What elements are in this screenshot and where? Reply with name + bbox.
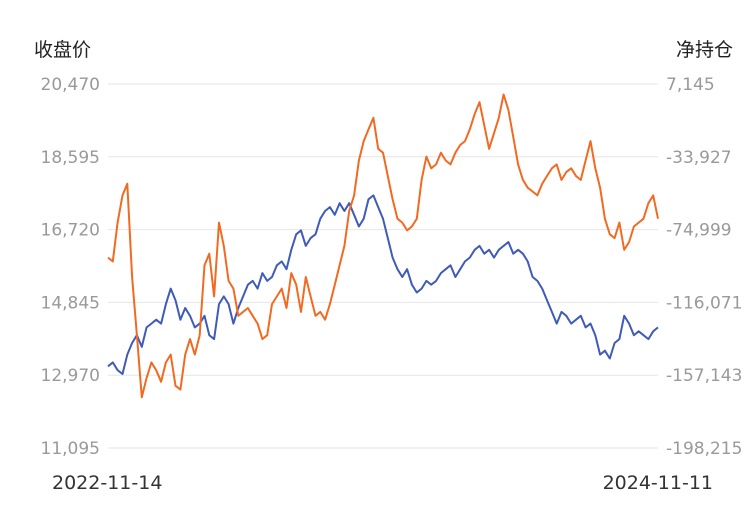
- left-tick-label: 14,845: [41, 293, 100, 313]
- right-tick-label: -198,215: [666, 439, 742, 459]
- right-axis-title: 净持仓: [676, 39, 733, 61]
- x-end-label: 2024-11-11: [603, 472, 713, 494]
- right-tick-label: -116,071: [666, 293, 742, 313]
- right-tick-label: -33,927: [666, 148, 732, 168]
- right-tick-label: -74,999: [666, 221, 732, 241]
- axis-ticks: 20,470 7,145 18,595 -33,927 16,720 -74,999 14,…: [41, 75, 743, 459]
- left-tick-label: 18,595: [41, 148, 100, 168]
- left-tick-label: 16,720: [41, 221, 100, 241]
- right-tick-label: 7,145: [666, 75, 715, 95]
- series-line-1: [107, 194, 659, 375]
- left-tick-label: 11,095: [41, 439, 100, 459]
- right-tick-label: -157,143: [666, 366, 742, 386]
- x-start-label: 2022-11-14: [52, 472, 162, 494]
- left-tick-label: 20,470: [41, 75, 100, 95]
- series-line-2: [107, 93, 659, 399]
- grid-lines: [108, 83, 658, 449]
- left-axis-title: 收盘价: [34, 39, 91, 61]
- left-tick-label: 12,970: [41, 366, 100, 386]
- series-lines: [107, 93, 659, 399]
